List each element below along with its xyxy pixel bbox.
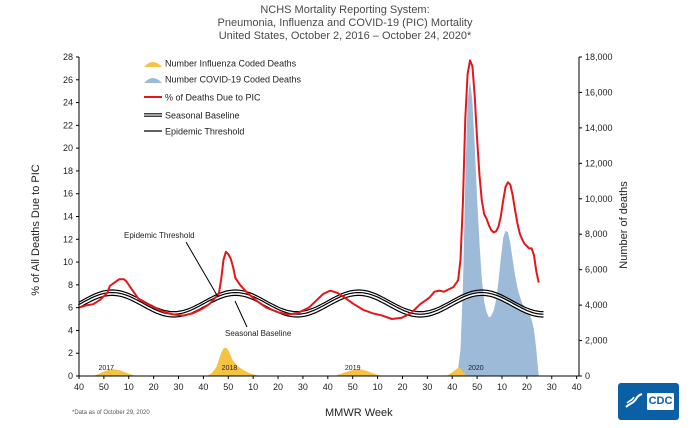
y-left-tick-label: 8 bbox=[68, 280, 73, 290]
x-tick-label: 20 bbox=[522, 382, 532, 392]
y-right-tick-label: 12,000 bbox=[585, 158, 613, 168]
x-tick-label: 50 bbox=[99, 382, 109, 392]
y-left-tick-label: 10 bbox=[63, 257, 73, 267]
legend-label: Number COVID-19 Coded Deaths bbox=[165, 75, 302, 85]
covid-deaths-area bbox=[451, 80, 539, 376]
legend-item: % of Deaths Due to PIC bbox=[144, 93, 261, 103]
y-right-tick-label: 18,000 bbox=[585, 52, 613, 62]
x-tick-label: 20 bbox=[397, 382, 407, 392]
y-left-tick-label: 0 bbox=[68, 371, 73, 381]
x-tick-label: 40 bbox=[323, 382, 333, 392]
y-left-tick-label: 20 bbox=[63, 143, 73, 153]
y-left-tick-label: 12 bbox=[63, 234, 73, 244]
x-tick-label: 20 bbox=[273, 382, 283, 392]
x-tick-label: 30 bbox=[298, 382, 308, 392]
footnote: *Data as of October 29, 2020 bbox=[72, 410, 150, 416]
legend-swatch-area bbox=[144, 78, 162, 83]
chart-subtitle: Pneumonia, Influenza and COVID-19 (PIC) … bbox=[217, 17, 473, 29]
y-left-tick-label: 6 bbox=[68, 303, 73, 313]
x-tick-label: 50 bbox=[348, 382, 358, 392]
legend-item: Number COVID-19 Coded Deaths bbox=[144, 75, 302, 85]
x-tick-label: 10 bbox=[373, 382, 383, 392]
x-tick-label: 10 bbox=[248, 382, 258, 392]
chart-title: NCHS Mortality Reporting System: bbox=[260, 4, 430, 16]
seasonal-baseline-arrow bbox=[234, 300, 248, 328]
x-tick-label: 10 bbox=[497, 382, 507, 392]
epidemic-threshold-annotation: Epidemic Threshold bbox=[124, 231, 195, 240]
x-axis-label: MMWR Week bbox=[325, 407, 393, 419]
year-label: 2018 bbox=[222, 365, 238, 372]
x-tick-label: 40 bbox=[198, 382, 208, 392]
y-left-tick-label: 26 bbox=[63, 75, 73, 85]
legend-item: Seasonal Baseline bbox=[144, 111, 240, 121]
x-tick-label: 30 bbox=[422, 382, 432, 392]
legend-item: Number Influenza Coded Deaths bbox=[144, 59, 297, 69]
y-left-tick-label: 28 bbox=[63, 52, 73, 62]
y-axis-left-label: % of All Deaths Due to PIC bbox=[30, 164, 42, 296]
y-right-tick-label: 8,000 bbox=[585, 229, 608, 239]
seasonal-baseline-annotation: Seasonal Baseline bbox=[225, 329, 292, 338]
epidemic-threshold-arrow bbox=[185, 241, 219, 298]
x-tick-label: 50 bbox=[223, 382, 233, 392]
x-tick-label: 20 bbox=[149, 382, 159, 392]
y-right-tick-label: 6,000 bbox=[585, 265, 608, 275]
x-tick-label: 30 bbox=[174, 382, 184, 392]
seasonal-baseline-inner bbox=[78, 293, 544, 317]
legend-label: Seasonal Baseline bbox=[165, 111, 240, 121]
year-label: 2019 bbox=[345, 365, 361, 372]
x-tick-label: 50 bbox=[472, 382, 482, 392]
x-tick-label: 10 bbox=[124, 382, 134, 392]
y-right-tick-label: 10,000 bbox=[585, 194, 613, 204]
y-left-tick-label: 2 bbox=[68, 348, 73, 358]
cdc-logo: CDC bbox=[618, 383, 679, 420]
pic-percent-line bbox=[78, 59, 540, 320]
y-right-tick-label: 0 bbox=[585, 371, 590, 381]
y-left-tick-label: 16 bbox=[63, 189, 73, 199]
year-label: 2020 bbox=[468, 365, 484, 372]
y-left-tick-label: 14 bbox=[63, 212, 73, 222]
year-label: 2017 bbox=[98, 365, 114, 372]
y-left-tick-label: 24 bbox=[63, 98, 73, 108]
cdc-logo-text: CDC bbox=[647, 393, 674, 410]
influenza-deaths-area bbox=[93, 347, 468, 376]
y-axis-right-label: Number of deaths bbox=[618, 181, 630, 269]
y-left-tick-label: 4 bbox=[68, 325, 73, 335]
legend-label: Number Influenza Coded Deaths bbox=[165, 59, 297, 69]
legend-swatch-area bbox=[144, 62, 162, 67]
x-tick-label: 30 bbox=[547, 382, 557, 392]
legend-label: Epidemic Threshold bbox=[165, 127, 244, 137]
chart-date-range: United States, October 2, 2016 – October… bbox=[218, 30, 472, 42]
y-left-tick-label: 18 bbox=[63, 166, 73, 176]
x-tick-label: 40 bbox=[74, 382, 84, 392]
x-tick-label: 40 bbox=[572, 382, 582, 392]
legend-label: % of Deaths Due to PIC bbox=[165, 93, 261, 103]
hhs-eagle-icon bbox=[625, 393, 643, 408]
y-left-tick-label: 22 bbox=[63, 120, 73, 130]
y-right-tick-label: 4,000 bbox=[585, 300, 608, 310]
y-right-tick-label: 2,000 bbox=[585, 336, 608, 346]
x-tick-label: 40 bbox=[447, 382, 457, 392]
y-right-tick-label: 16,000 bbox=[585, 87, 613, 97]
y-right-tick-label: 14,000 bbox=[585, 123, 613, 133]
legend-item: Epidemic Threshold bbox=[144, 127, 244, 137]
